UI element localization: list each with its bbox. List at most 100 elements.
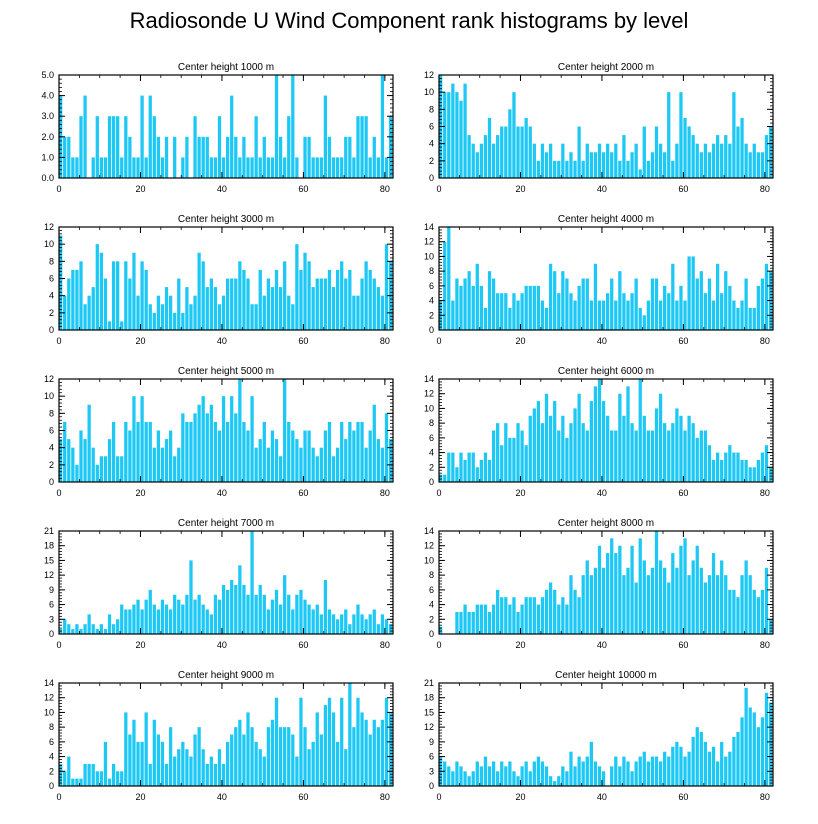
histogram-bar [597,545,602,634]
histogram-bar [720,293,724,330]
histogram-bar [315,456,319,482]
histogram-bar [181,157,185,178]
histogram-panel-5: Center height 5000 m 0 20 40 60 80 0 2 4 6 8 10 12 [44,366,394,498]
histogram-bar [238,565,242,634]
histogram-bar [344,609,348,634]
histogram-bar [508,761,512,786]
histogram-bar [756,597,760,634]
x-tick-label: 80 [760,488,770,498]
histogram-bar [573,408,577,482]
histogram-bar [71,269,75,330]
histogram-bar [95,116,99,178]
histogram-bar [323,95,328,178]
histogram-bar [67,136,71,178]
histogram-bar [160,741,165,786]
histogram-bar [173,756,177,786]
histogram-bar [59,235,63,330]
histogram-bar [752,712,756,786]
histogram-bar [103,741,108,786]
histogram-bar [262,136,266,178]
histogram-bar [671,423,675,482]
histogram-bar [728,445,732,482]
histogram-bar [638,379,642,482]
histogram-bar [471,143,475,178]
histogram-bar [270,599,275,634]
histogram-bar [160,304,165,330]
histogram-bar [99,252,104,330]
y-tick-label: 2 [49,460,54,470]
histogram-bar [736,597,740,634]
histogram-bar [217,304,222,330]
y-tick-label: 14 [424,374,434,384]
histogram-bar [103,278,108,330]
histogram-bar [283,727,287,786]
histogram-bar [618,160,622,178]
histogram-bar [650,278,655,330]
histogram-bar [707,278,712,330]
histogram-bar [638,307,642,330]
histogram-bar [610,278,614,330]
histogram-bar [463,771,467,786]
plot-frame [438,226,774,331]
histogram-bar [340,261,344,330]
histogram-bar [185,136,189,178]
histogram-bar [593,263,598,330]
histogram-bar [642,751,646,786]
histogram-bar [156,609,161,634]
histogram-bar [71,157,75,178]
histogram-bar [646,160,651,178]
y-tick-label: 6 [49,737,54,747]
histogram-bar [740,717,744,786]
x-tick-label: 60 [298,488,308,498]
histogram-bar [388,116,393,178]
histogram-bar [287,421,291,482]
histogram-bar [548,776,553,786]
histogram-bar [768,126,773,178]
histogram-bar [606,553,610,634]
histogram-bar [258,269,262,330]
histogram-bar [242,421,246,482]
histogram-bar [124,421,128,482]
histogram-bar [642,126,646,178]
histogram-bar [226,741,230,786]
y-tick-label: 0 [429,629,434,639]
y-tick-label: 10 [424,87,434,97]
histogram-bar [663,567,667,634]
histogram-bar [467,776,471,786]
histogram-bar [691,135,695,178]
histogram-bar [340,614,344,634]
y-tick-label: 10 [424,403,434,413]
histogram-bar [715,452,720,482]
histogram-bar [344,439,348,482]
histogram-bar [548,143,553,178]
x-tick-label: 60 [298,336,308,346]
histogram-bar [487,459,492,482]
histogram-bar [283,261,287,330]
histogram-bar [291,609,295,634]
histogram-bar [120,456,124,482]
histogram-bar [524,117,528,178]
histogram-bar [120,157,124,178]
histogram-bar [181,413,185,482]
histogram-bar [152,116,156,178]
histogram-bar [634,582,638,634]
histogram-bar [319,614,323,634]
histogram-bar [671,263,675,330]
histogram-bar [376,157,380,178]
histogram-bar [140,95,144,178]
histogram-bar [327,609,332,634]
histogram-bar [242,734,246,786]
y-tick-label: 0 [429,173,434,183]
histogram-bar [144,157,148,178]
histogram-bar [111,116,116,178]
histogram-bar [483,307,488,330]
histogram-bar [148,304,152,330]
histogram-bar [91,447,95,482]
histogram-bar [327,697,332,786]
histogram-bar [687,751,691,786]
histogram-bar [520,604,524,634]
histogram-bar [205,413,209,482]
histogram-bar [197,404,201,482]
histogram-bar [443,474,447,482]
histogram-bar [205,287,209,330]
